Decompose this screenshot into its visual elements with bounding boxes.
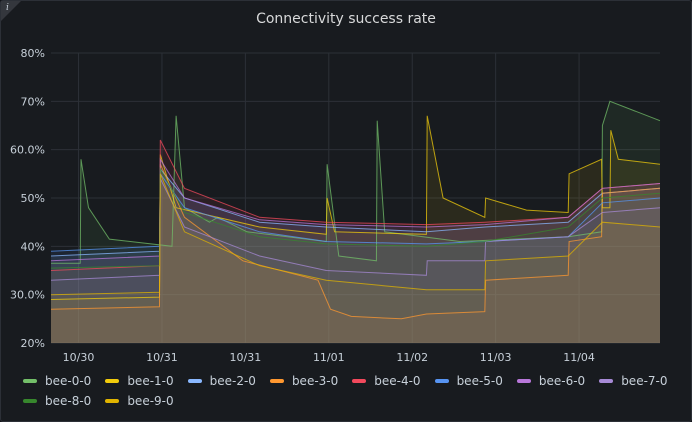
series-area-bee-7-0 <box>51 178 660 343</box>
series-area-bee-4-0 <box>51 140 660 343</box>
legend-swatch <box>434 379 449 383</box>
x-tick-label: 11/02 <box>396 351 428 364</box>
legend-item-bee-5-0[interactable]: bee-5-0 <box>434 373 503 389</box>
legend: bee-0-0 bee-1-0 bee-2-0 bee-3-0 bee-4-0 bee-5… <box>23 373 683 409</box>
y-axis: 20% 30.0% 40% 50% 60.0% 70% 80% <box>10 47 45 350</box>
legend-swatch <box>269 379 284 383</box>
legend-item-bee-6-0[interactable]: bee-6-0 <box>516 373 586 389</box>
legend-swatch <box>105 399 120 403</box>
series-areas <box>51 101 660 343</box>
legend-swatch <box>23 399 37 403</box>
legend-label: bee-4-0 <box>374 374 421 388</box>
legend-label: bee-8-0 <box>45 394 92 408</box>
legend-label: bee-2-0 <box>209 374 256 388</box>
legend-label: bee-5-0 <box>456 374 503 388</box>
y-tick-label: 40% <box>21 240 45 253</box>
info-corner[interactable] <box>1 1 21 21</box>
legend-label: bee-9-0 <box>127 394 174 408</box>
x-tick-label: 11/04 <box>563 351 595 364</box>
legend-swatch <box>187 379 202 383</box>
legend-item-bee-8-0[interactable]: bee-8-0 <box>23 393 91 409</box>
y-tick-label: 20% <box>21 337 45 350</box>
legend-label: bee-6-0 <box>538 374 586 388</box>
legend-swatch <box>23 379 37 383</box>
legend-label: bee-7-0 <box>621 374 668 388</box>
series-line-bee-9-0[interactable] <box>50 173 661 296</box>
legend-item-bee-0-0[interactable]: bee-0-0 <box>23 373 91 389</box>
panel-title[interactable]: Connectivity success rate <box>256 11 436 27</box>
legend-label: bee-1-0 <box>127 374 174 388</box>
x-tick-label: 10/30 <box>63 351 95 364</box>
series-line-bee-1-0[interactable] <box>50 115 661 300</box>
series-lines <box>50 100 661 320</box>
legend-swatch <box>516 379 531 383</box>
legend-swatch <box>352 379 367 383</box>
x-tick-label: 10/31 <box>146 351 178 364</box>
legend-label: bee-3-0 <box>291 374 339 388</box>
series-area-bee-0-0 <box>51 101 660 343</box>
y-tick-label: 80% <box>21 47 45 60</box>
legend-swatch <box>599 379 614 383</box>
legend-item-bee-3-0[interactable]: bee-3-0 <box>269 373 339 389</box>
legend-item-bee-4-0[interactable]: bee-4-0 <box>352 373 421 389</box>
x-tick-label: 11/03 <box>480 351 512 364</box>
y-tick-label: 50% <box>21 192 45 205</box>
x-tick-label: 11/01 <box>313 351 345 364</box>
legend-item-bee-2-0[interactable]: bee-2-0 <box>187 373 256 389</box>
legend-label: bee-0-0 <box>45 374 92 388</box>
x-axis: 10/30 10/31 10/31 11/01 11/02 11/03 11/04 <box>63 351 595 364</box>
legend-item-bee-7-0[interactable]: bee-7-0 <box>599 373 668 389</box>
legend-swatch <box>105 379 120 383</box>
y-tick-label: 30.0% <box>10 289 45 302</box>
grid <box>51 52 660 344</box>
series-line-bee-3-0[interactable] <box>50 163 661 320</box>
info-icon[interactable]: i <box>6 3 9 13</box>
y-tick-label: 60.0% <box>10 144 45 157</box>
series-area-bee-1-0 <box>51 115 660 343</box>
legend-item-bee-9-0[interactable]: bee-9-0 <box>105 393 174 409</box>
legend-item-bee-1-0[interactable]: bee-1-0 <box>105 373 174 389</box>
series-area-bee-3-0 <box>51 164 660 343</box>
plot-area[interactable]: 20%30.0%40%50%60.0%70%80% 10/30 10/31 10/3… <box>1 1 691 373</box>
series-area-bee-8-0 <box>51 169 660 343</box>
y-tick-label: 70% <box>21 95 45 108</box>
series-area-bee-6-0 <box>51 159 660 343</box>
series-area-bee-2-0 <box>51 169 660 343</box>
series-area-bee-9-0 <box>51 173 660 343</box>
x-tick-label: 10/31 <box>230 351 262 364</box>
